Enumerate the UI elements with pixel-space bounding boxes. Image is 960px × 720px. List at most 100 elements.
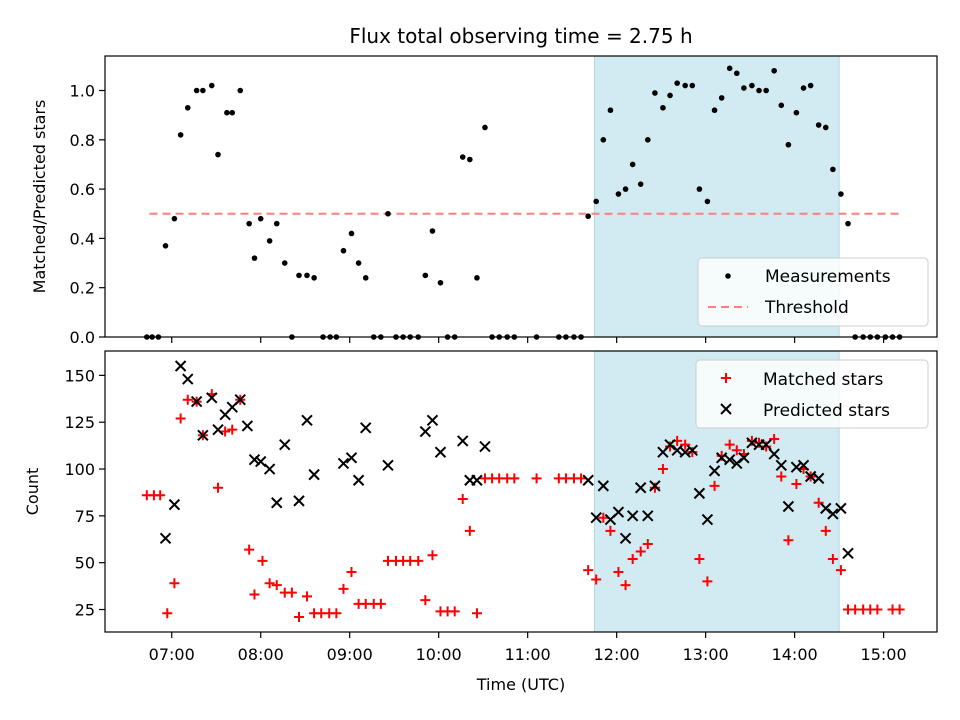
matched-star-point: [301, 591, 312, 602]
predicted-star-point: [234, 393, 246, 406]
measurement-point: [208, 82, 215, 89]
predicted-star-point: [642, 510, 654, 522]
predicted-star-point: [612, 506, 625, 518]
measurement-point: [467, 156, 473, 163]
measurement-point: [311, 275, 317, 281]
x-tick-label: 11:00: [505, 645, 551, 664]
bottom-panel: 25 50 75 100 125 150 07:00 08:00 09:00 10:00 11:00…: [23, 350, 938, 694]
matched-star-point: [627, 553, 638, 564]
x-tick-label: 15:00: [861, 645, 907, 664]
matched-star-point: [783, 535, 794, 546]
legend-predicted-marker: [720, 403, 732, 415]
measurement-point: [785, 141, 792, 148]
matched-star-point: [331, 608, 342, 619]
matched-star-point: [813, 497, 824, 508]
predicted-star-point: [619, 532, 632, 545]
matched-star-point: [420, 595, 431, 606]
measurement-point: [348, 230, 355, 237]
matched-star-point: [375, 598, 386, 609]
measurement-point: [800, 85, 807, 91]
predicted-star-point: [352, 474, 365, 486]
y-tick-label: 0.4: [70, 229, 95, 248]
y-tick-label: 0.8: [70, 131, 95, 150]
predicted-star-point: [382, 459, 394, 471]
predicted-star-point: [182, 373, 194, 385]
predicted-star-point: [457, 435, 469, 447]
legend-predicted-label: Predicted stars: [763, 401, 890, 421]
measurement-point: [807, 82, 814, 89]
predicted-star-point: [649, 480, 661, 492]
y-tick-label: 150: [64, 366, 95, 385]
measurement-point: [237, 87, 244, 94]
measurement-point: [162, 242, 169, 249]
predicted-star-point: [293, 495, 305, 507]
legend-matched-label: Matched stars: [763, 370, 883, 390]
predicted-star-point: [760, 438, 772, 451]
matched-star-point: [271, 580, 282, 591]
matched-star-point: [346, 567, 357, 578]
matched-star-point: [694, 553, 705, 564]
predicted-star-point: [241, 420, 254, 432]
measurement-point: [704, 198, 711, 205]
measurement-point: [193, 87, 200, 94]
y-tick-label: 25: [75, 601, 95, 620]
predicted-star-point: [271, 497, 283, 509]
measurement-point: [184, 104, 191, 111]
x-tick-label: 12:00: [594, 645, 640, 664]
predicted-star-point: [842, 547, 854, 560]
measurement-point: [629, 161, 636, 168]
predicted-star-point: [693, 487, 706, 500]
matched-star-point: [249, 589, 260, 600]
predicted-star-point: [263, 463, 276, 475]
predicted-star-point: [797, 459, 810, 471]
measurement-point: [778, 102, 785, 109]
matched-star-point: [244, 544, 255, 555]
measurement-point: [273, 220, 280, 227]
measurement-point: [422, 272, 429, 279]
predicted-star-point: [279, 438, 291, 451]
matched-star-point: [227, 424, 238, 435]
matched-star-point: [820, 525, 831, 536]
y-tick-label: 0.2: [70, 279, 95, 298]
y-tick-label: 1.0: [70, 82, 95, 101]
axes-frame: [104, 55, 938, 338]
predicted-star-point: [582, 474, 594, 486]
measurement-point: [177, 132, 184, 138]
matched-star-point: [872, 604, 883, 615]
y-axis-label: Count: [23, 468, 42, 516]
measurement-point: [362, 275, 369, 281]
measurement-point: [246, 220, 252, 227]
matched-star-point: [731, 445, 742, 456]
top-panel: 0.0 0.2 0.4 0.6 0.8 1.0 Matched/Predicted star…: [30, 55, 938, 347]
legend-measurement-label: Measurements: [765, 267, 891, 287]
measurement-point: [667, 92, 673, 99]
predicted-star-point: [782, 500, 795, 513]
predicted-star-point: [827, 508, 839, 520]
x-tick-label: 08:00: [238, 645, 284, 664]
measurement-point: [763, 87, 769, 94]
predicted-star-point: [190, 395, 203, 408]
measurement-point: [682, 82, 688, 89]
matched-star-point: [769, 434, 780, 445]
measurement-point: [674, 80, 680, 86]
legend-threshold-label: Threshold: [764, 298, 849, 318]
matched-star-point: [449, 606, 460, 617]
measurement-point: [793, 109, 800, 116]
x-tick-label: 14:00: [772, 645, 818, 664]
matched-star-point: [175, 413, 186, 424]
predicted-star-point: [738, 452, 750, 464]
y-tick-label: 100: [64, 460, 95, 479]
predicted-star-point: [634, 482, 647, 494]
y-tick-label: 0.0: [70, 328, 95, 347]
matched-star-point: [182, 394, 193, 405]
predicted-star-point: [835, 502, 847, 515]
legend-box: [695, 359, 929, 429]
measurement-point: [652, 90, 658, 96]
predicted-star-point: [337, 457, 350, 470]
measurement-point: [733, 70, 740, 77]
measurement-point: [822, 124, 829, 131]
x-axis-label: Time (UTC): [476, 675, 565, 694]
matched-star-point: [649, 482, 660, 493]
matched-star-point: [702, 576, 713, 587]
